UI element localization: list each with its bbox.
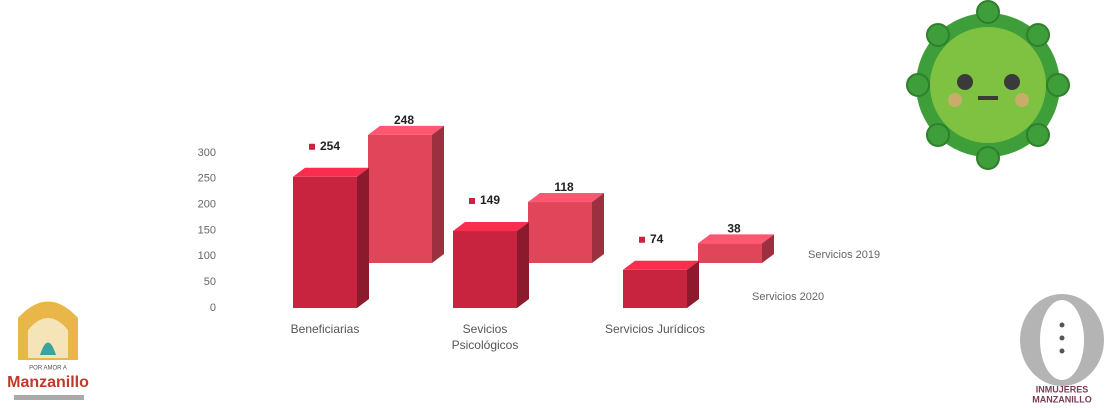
y-tick-label: 200 <box>198 199 216 211</box>
bar-top <box>293 168 369 177</box>
y-tick-label: 150 <box>198 224 216 236</box>
bar-top <box>528 193 604 202</box>
bar <box>368 126 444 263</box>
bar-side <box>592 193 604 263</box>
bar <box>528 193 604 263</box>
bar-front <box>528 202 592 263</box>
bar-side <box>517 222 529 308</box>
legend-label: Servicios 2019 <box>808 249 880 261</box>
slide: POR AMOR A Manzanillo INMUJERES MANZANIL… <box>0 0 1109 408</box>
bar-top <box>453 222 529 231</box>
data-label: 149 <box>480 193 500 207</box>
bar <box>293 168 369 308</box>
bar-top <box>698 234 774 243</box>
x-tick-label: Sevicios Psicológicos <box>452 322 519 352</box>
x-tick-label: Beneficiarias <box>291 322 360 336</box>
y-tick-label: 100 <box>198 250 216 262</box>
bar-top <box>368 126 444 135</box>
bar <box>453 222 529 308</box>
label-marker <box>309 144 315 150</box>
bar-front <box>293 177 357 308</box>
legend-label: Servicios 2020 <box>752 291 824 303</box>
bar-front <box>368 135 432 263</box>
logo-sub: MANZANILLO <box>1032 394 1092 404</box>
data-label: 74 <box>650 232 664 246</box>
bar-front <box>698 243 762 263</box>
data-label: 254 <box>320 139 340 153</box>
data-label: 38 <box>727 222 741 236</box>
y-tick-label: 0 <box>210 302 216 314</box>
bar-front <box>453 231 517 308</box>
inmujeres-logo: INMUJERES MANZANILLO <box>1020 294 1104 404</box>
manzanillo-logo: POR AMOR A Manzanillo <box>7 302 89 401</box>
x-tick-label: Servicios Jurídicos <box>605 322 705 336</box>
label-marker <box>639 237 645 243</box>
x-tick-label-line: Sevicios <box>463 322 508 336</box>
bar-front <box>623 270 687 308</box>
logo-name: INMUJERES <box>1036 384 1089 394</box>
x-tick-label-line: Psicológicos <box>452 338 519 352</box>
bar-side <box>357 168 369 308</box>
data-label: 118 <box>554 180 574 194</box>
bar <box>623 261 699 308</box>
bar-side <box>432 126 444 263</box>
virus-icon <box>907 1 1069 169</box>
bar <box>698 234 774 263</box>
logo-name: Manzanillo <box>7 374 89 391</box>
y-tick-label: 300 <box>198 147 216 159</box>
y-tick-label: 50 <box>204 276 216 288</box>
bar-top <box>623 261 699 270</box>
logo-tagline: POR AMOR A <box>29 366 67 372</box>
label-marker <box>469 198 475 204</box>
y-tick-label: 250 <box>198 173 216 185</box>
data-label: 248 <box>394 113 414 127</box>
